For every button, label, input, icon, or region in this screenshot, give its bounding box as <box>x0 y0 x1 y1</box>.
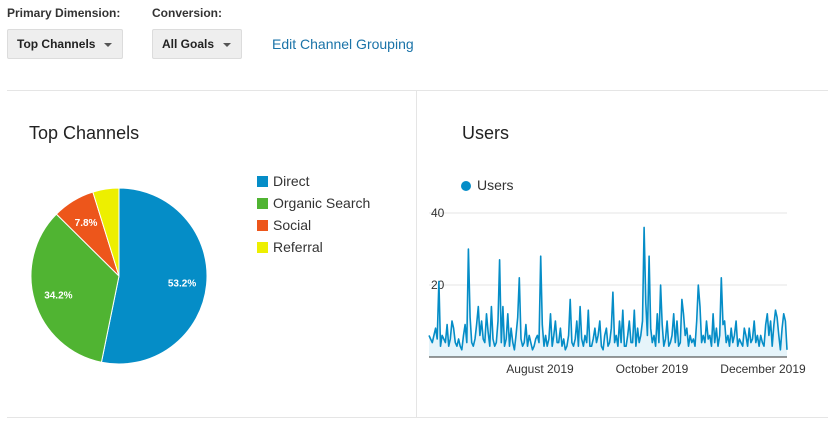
legend-swatch <box>257 176 268 187</box>
legend-label: Referral <box>273 239 323 255</box>
pie-slice-label: 34.2% <box>44 290 72 301</box>
users-line-chart: 40 20 August 2019 October 2019 December 2019 <box>428 206 806 376</box>
legend-label: Social <box>273 217 312 233</box>
edit-channel-grouping-link[interactable]: Edit Channel Grouping <box>272 36 414 52</box>
conversion-value: All Goals <box>162 37 215 51</box>
pie-slice-label: 53.2% <box>168 278 196 289</box>
chevron-down-icon <box>104 43 112 47</box>
users-panel: Users Users 40 20 August 2019 October 2019 D… <box>417 90 828 418</box>
legend-swatch <box>257 242 268 253</box>
primary-dimension-label: Primary Dimension: <box>7 6 121 20</box>
pie-slice-organic-search[interactable] <box>30 213 120 363</box>
users-series-line[interactable] <box>428 226 788 351</box>
pie-slice-label: 7.8% <box>75 218 98 229</box>
legend-dot-icon <box>461 181 471 191</box>
primary-dimension-value: Top Channels <box>17 37 96 51</box>
chevron-down-icon <box>223 43 231 47</box>
top-channels-title: Top Channels <box>29 123 140 143</box>
users-title: Users <box>462 123 510 143</box>
legend-swatch <box>257 198 268 209</box>
legend-label: Direct <box>273 173 310 189</box>
top-channels-pie-chart: 53.2% 34.2% 7.8% <box>30 187 208 365</box>
users-area-fill <box>429 227 787 357</box>
conversion-dropdown[interactable]: All Goals <box>152 29 242 59</box>
y-tick-label: 20 <box>431 278 445 292</box>
top-channels-panel: Top Channels 53.2% 34.2% 7.8% Direct Organ… <box>7 90 417 418</box>
pie-slice-referral[interactable] <box>92 187 120 277</box>
x-tick-label: October 2019 <box>616 362 689 376</box>
primary-dimension-dropdown[interactable]: Top Channels <box>7 29 123 59</box>
y-tick-label: 40 <box>431 206 445 220</box>
top-channels-legend: Direct Organic Search Social Referral <box>257 173 407 263</box>
users-legend[interactable]: Users <box>461 177 514 193</box>
conversion-label: Conversion: <box>152 6 223 20</box>
pie-slice-direct[interactable] <box>100 187 208 365</box>
legend-swatch <box>257 220 268 231</box>
x-tick-label: August 2019 <box>506 362 574 376</box>
users-legend-label: Users <box>477 177 514 193</box>
x-tick-label: December 2019 <box>720 362 806 376</box>
legend-label: Organic Search <box>273 195 371 211</box>
